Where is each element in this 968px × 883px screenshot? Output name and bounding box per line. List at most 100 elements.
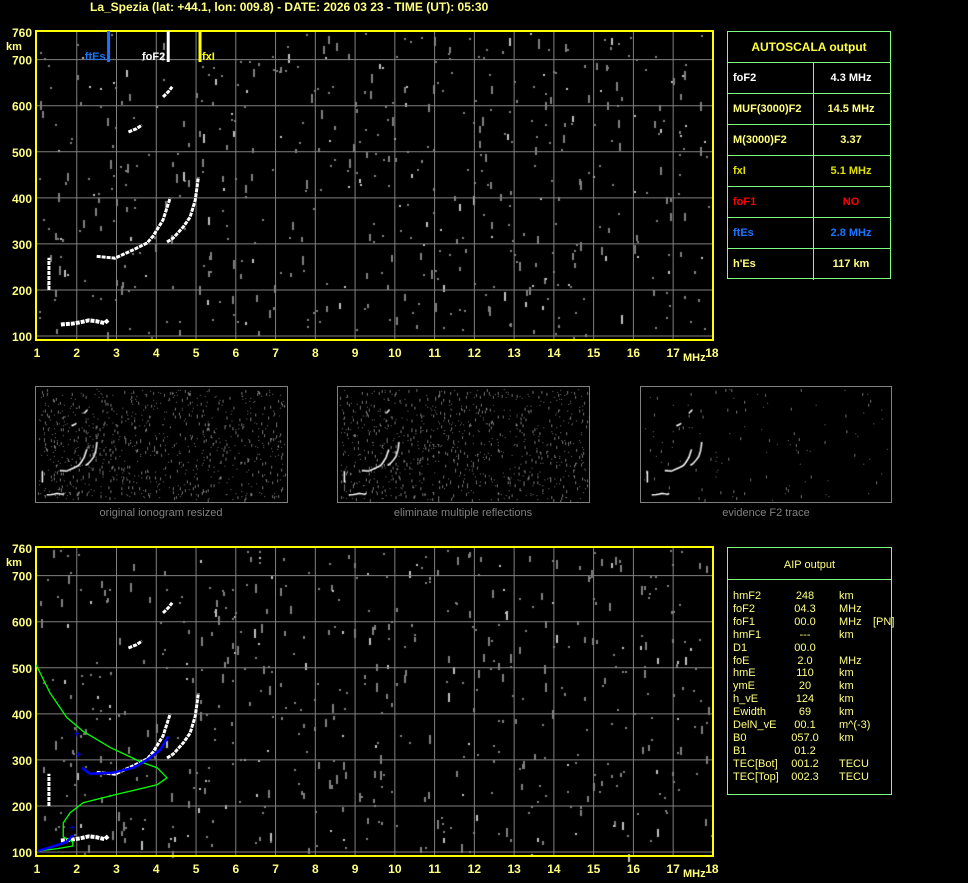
column-divider — [813, 94, 814, 125]
param-name: foF2 — [733, 602, 756, 615]
param-value: 5.1 MHz — [830, 165, 872, 177]
ionogram-title: La_Spezia (lat: +44.1, lon: 009.8) - DAT… — [90, 0, 489, 14]
x-tick-label: 15 — [587, 346, 601, 360]
x-tick-label: 6 — [232, 862, 239, 876]
trace-f2_o — [96, 713, 172, 776]
param-value: 110 — [796, 667, 814, 680]
autoscala-row-muf3000f2: MUF(3000)F2 14.5 MHz — [728, 93, 890, 125]
column-divider — [813, 187, 814, 218]
y-tick-label: 200 — [12, 800, 32, 814]
trace-es — [60, 834, 110, 843]
fit-point: + — [74, 730, 80, 741]
thumbnail-caption: eliminate multiple reflections — [393, 507, 533, 519]
x-tick-label: 3 — [113, 862, 120, 876]
autoscala-row-ftes: ftEs 2.8 MHz — [728, 217, 890, 249]
param-unit: km — [839, 628, 854, 641]
x-tick-label: 11 — [428, 862, 441, 876]
param-unit: TECU — [839, 757, 869, 770]
thumbnail-caption: original ionogram resized — [99, 507, 223, 519]
param-unit: km — [839, 706, 854, 719]
param-name: foF1 — [733, 196, 757, 208]
x-tick-label: 1 — [34, 346, 41, 360]
x-tick-label: 10 — [388, 862, 402, 876]
x-tick-label: 14 — [547, 862, 561, 876]
y-tick-label: 600 — [12, 100, 32, 114]
param-unit: TECU — [839, 770, 869, 783]
param-unit: MHz — [839, 602, 862, 615]
x-tick-label: 12 — [468, 346, 482, 360]
column-divider — [813, 156, 814, 187]
param-value: 124 — [795, 693, 815, 706]
x-tick-label: 11 — [428, 346, 441, 360]
param-value: 2.8 MHz — [830, 227, 872, 239]
thumbnail-original — [35, 386, 288, 503]
trace-hop2_b — [161, 601, 174, 615]
param-name: foF2 — [733, 72, 757, 84]
x-tick-label: 9 — [352, 862, 359, 876]
autoscala-row-fof2: foF2 4.3 MHz — [728, 62, 890, 94]
x-tick-label: 4 — [153, 346, 160, 360]
y-tick-label: 400 — [12, 708, 32, 722]
electron-density-profile — [35, 664, 169, 852]
param-name: hmF1 — [733, 628, 762, 641]
y-tick-label: 760 — [12, 26, 32, 40]
x-tick-label: 7 — [272, 862, 279, 876]
param-value: NO — [842, 196, 860, 208]
param-name: hmE — [733, 667, 756, 680]
param-value: 4.3 MHz — [830, 72, 872, 84]
param-value: 01.2 — [794, 744, 816, 757]
fitted-f2-trace — [81, 735, 170, 775]
param-name: Ewidth — [733, 706, 767, 719]
x-tick-label: 18 — [705, 346, 719, 360]
x-tick-label: 10 — [388, 346, 402, 360]
param-name: ymE — [733, 680, 755, 693]
x-tick-label: 14 — [547, 346, 561, 360]
y-tick-label: 100 — [12, 330, 32, 344]
param-value: 00.1 — [794, 719, 816, 731]
param-name: foF1 — [733, 615, 756, 628]
param-unit: km — [839, 680, 854, 693]
thumbnail-eliminate-multiple — [337, 386, 590, 503]
aip-output-table: AIP output hmF2 248 km foF2 04.3 MHz foF1 00.0 M… — [727, 547, 895, 795]
x-tick-label: 2 — [73, 346, 80, 360]
marker-label-fxi: fxI — [202, 51, 215, 63]
param-value: 002.3 — [791, 770, 819, 783]
y-tick-label: 100 — [12, 846, 32, 860]
param-value: 057.0 — [791, 731, 819, 744]
y-axis-unit: km — [6, 41, 22, 53]
x-tick-label: 7 — [272, 346, 279, 360]
autoscala-row-fxi: fxI 5.1 MHz — [728, 155, 890, 187]
column-divider — [813, 218, 814, 249]
x-tick-label: 16 — [627, 862, 641, 876]
x-tick-label: 8 — [312, 862, 319, 876]
x-tick-label: 16 — [627, 346, 641, 360]
x-tick-label: 4 — [153, 862, 160, 876]
param-unit: km — [839, 693, 854, 706]
param-name: B0 — [733, 731, 747, 744]
param-value: 00.0 — [794, 615, 816, 628]
trace-f2_x — [166, 692, 200, 760]
param-name: TEC[Bot] — [733, 757, 778, 770]
y-tick-label: 300 — [12, 238, 32, 252]
param-name: ftEs — [733, 227, 754, 239]
x-tick-label: 3 — [113, 346, 120, 360]
param-value: 14.5 MHz — [827, 103, 875, 115]
param-value: 20 — [798, 680, 812, 693]
y-tick-label: 600 — [12, 616, 32, 630]
x-tick-label: 17 — [666, 346, 680, 360]
param-flag: [PN] — [873, 615, 895, 628]
autoscala-row-fof1: foF1 NO — [728, 186, 890, 218]
trace-f2_x — [166, 176, 200, 244]
y-tick-label: 700 — [12, 54, 32, 68]
param-name: hmF2 — [733, 590, 762, 602]
param-name: foE — [733, 654, 750, 667]
param-name: B1 — [733, 744, 747, 757]
param-name: fxI — [733, 165, 746, 177]
thumbnail-f2-trace — [640, 386, 892, 503]
param-name: DelN_vE — [733, 719, 777, 731]
y-tick-label: 400 — [12, 192, 32, 206]
param-unit: km — [839, 590, 854, 602]
plot-frame — [35, 546, 714, 857]
y-tick-label: 500 — [12, 146, 32, 160]
